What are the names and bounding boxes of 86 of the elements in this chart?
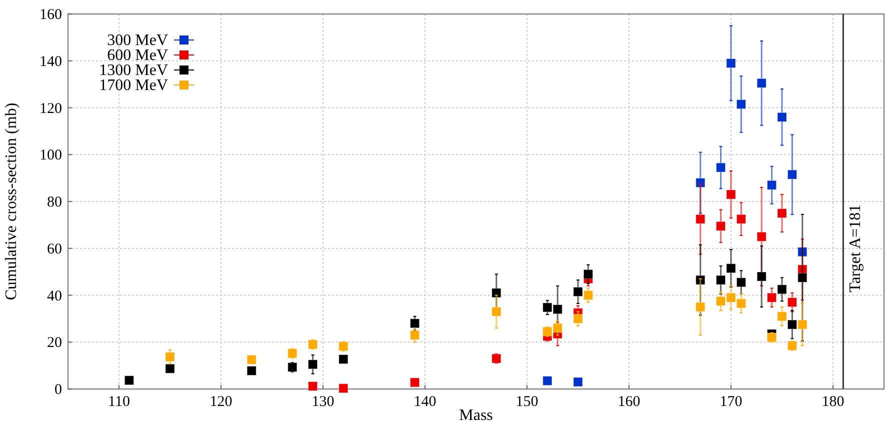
point [338, 342, 348, 352]
point [736, 214, 746, 224]
point [410, 318, 420, 328]
point [308, 381, 318, 391]
point [492, 354, 502, 364]
point [716, 221, 726, 231]
point [726, 190, 736, 200]
point [288, 348, 298, 358]
x-tick-label: 120 [210, 394, 232, 410]
point [767, 332, 777, 342]
point [736, 278, 746, 288]
y-axis-title: Cumulative cross-section (mb) [3, 102, 20, 300]
point [410, 378, 420, 388]
point [338, 384, 348, 394]
y-tick-label: 20 [47, 335, 62, 352]
ref-line-label: Target A=181 [847, 204, 864, 292]
point [288, 362, 298, 372]
x-axis-title: Mass [459, 407, 493, 422]
point [716, 296, 726, 306]
x-tick-label: 180 [822, 394, 844, 410]
point [798, 320, 808, 330]
y-tick-label: 160 [40, 7, 62, 23]
point [798, 247, 808, 257]
point [410, 330, 420, 340]
x-tick-label: 150 [516, 394, 538, 410]
point [696, 214, 706, 224]
point [573, 286, 583, 296]
point [542, 376, 552, 386]
y-tick-label: 100 [40, 148, 62, 164]
y-tick-label: 140 [40, 54, 62, 70]
y-tick-label: 0 [54, 382, 62, 398]
point [777, 208, 787, 218]
x-tick-label: 130 [312, 394, 334, 410]
point [726, 292, 736, 302]
point [767, 180, 777, 190]
point [165, 352, 175, 362]
point [696, 275, 706, 285]
point [583, 269, 593, 279]
y-tick-label: 60 [47, 241, 62, 258]
point [542, 302, 552, 312]
point [777, 284, 787, 294]
y-tick-label: 120 [40, 100, 62, 117]
point [246, 366, 256, 376]
point [492, 306, 502, 316]
point [726, 264, 736, 274]
point [552, 323, 562, 333]
point [777, 312, 787, 322]
point [787, 320, 797, 330]
x-tick-label: 110 [108, 394, 130, 410]
legend-label: 1300 MeV [99, 62, 168, 79]
legend-label: 300 MeV [107, 32, 168, 49]
point [696, 178, 706, 188]
point [756, 272, 766, 282]
legend-label: 1700 MeV [99, 77, 168, 94]
point [716, 162, 726, 172]
point [787, 298, 797, 308]
point [124, 376, 134, 386]
x-tick-label: 140 [414, 394, 436, 410]
x-tick-label: 160 [618, 394, 640, 410]
point [716, 275, 726, 285]
legend-label: 600 MeV [107, 47, 168, 64]
point [756, 232, 766, 242]
point [338, 354, 348, 364]
point [308, 340, 318, 350]
point [736, 99, 746, 109]
point [552, 304, 562, 314]
point [492, 288, 502, 298]
point [798, 272, 808, 282]
point [756, 78, 766, 88]
point [777, 112, 787, 122]
point [736, 298, 746, 308]
point [696, 302, 706, 312]
point [726, 58, 736, 68]
point [767, 292, 777, 302]
y-tick-label: 40 [47, 288, 62, 304]
point [787, 340, 797, 350]
x-tick-label: 170 [720, 394, 742, 410]
point [542, 326, 552, 336]
y-tick-label: 80 [47, 194, 62, 210]
point [787, 170, 797, 180]
point [308, 360, 318, 370]
point [165, 364, 175, 374]
point [573, 377, 583, 387]
point [583, 290, 593, 300]
point [573, 314, 583, 324]
point [246, 354, 256, 364]
